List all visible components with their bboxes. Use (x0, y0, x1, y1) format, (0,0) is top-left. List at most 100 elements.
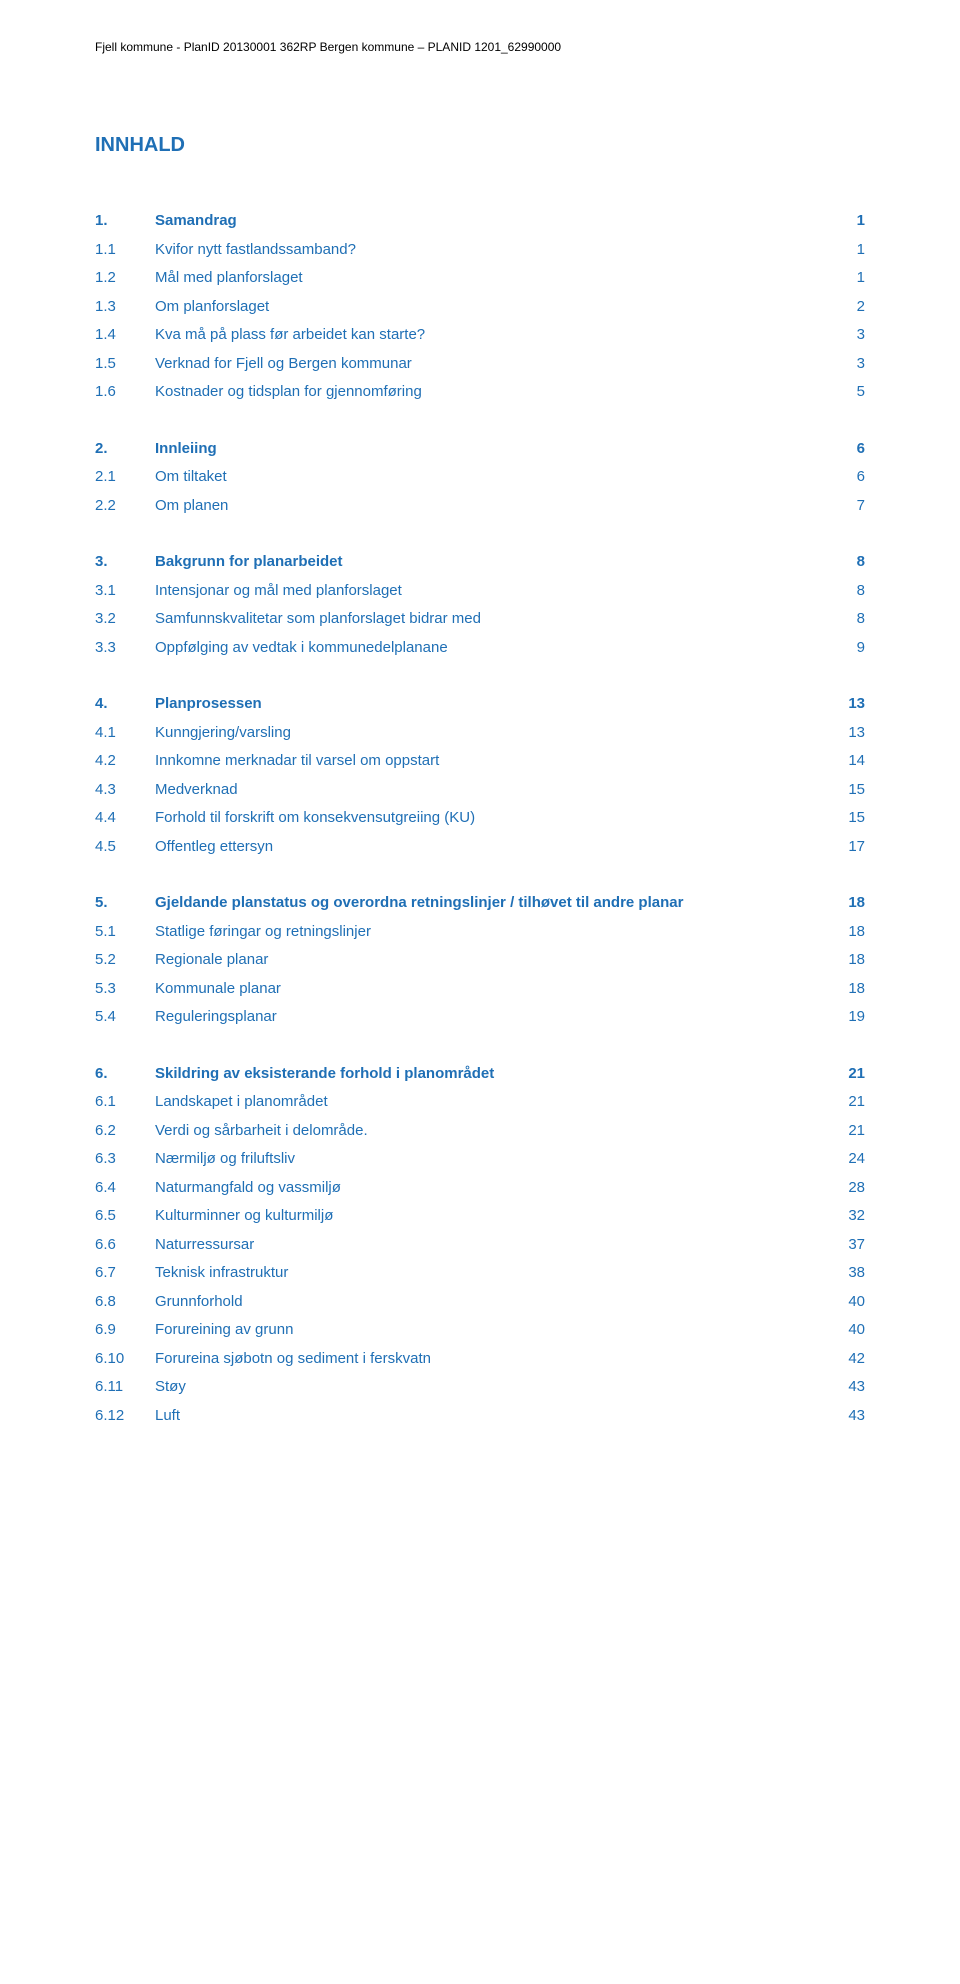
toc-page-number: 21 (815, 1088, 865, 1117)
toc-row: 4.1Kunngjering/varsling13 (95, 719, 865, 748)
toc-number: 1.4 (95, 321, 155, 350)
toc-row: 3.2Samfunnskvalitetar som planforslaget … (95, 605, 865, 634)
toc-number: 5.3 (95, 975, 155, 1004)
toc-label: Oppfølging av vedtak i kommunedelplanane (155, 634, 815, 663)
toc-page-number: 32 (815, 1202, 865, 1231)
toc-page-number: 5 (815, 378, 865, 407)
toc-label: Kostnader og tidsplan for gjennomføring (155, 378, 815, 407)
toc-number: 2. (95, 435, 155, 464)
toc-page-number: 15 (815, 776, 865, 805)
toc-label: Verknad for Fjell og Bergen kommunar (155, 350, 815, 379)
toc-number: 6.4 (95, 1174, 155, 1203)
toc-page-number: 7 (815, 492, 865, 521)
toc-number: 5.2 (95, 946, 155, 975)
toc-page-number: 6 (815, 435, 865, 464)
toc-label: Regionale planar (155, 946, 815, 975)
toc-number: 2.1 (95, 463, 155, 492)
toc-row: 5.Gjeldande planstatus og overordna retn… (95, 889, 865, 918)
toc-number: 3.1 (95, 577, 155, 606)
toc-number: 3. (95, 548, 155, 577)
toc-label: Innleiing (155, 435, 815, 464)
toc-label: Samandrag (155, 207, 815, 236)
toc-row: 4.5Offentleg ettersyn17 (95, 833, 865, 862)
toc-row: 5.4Reguleringsplanar19 (95, 1003, 865, 1032)
toc-label: Naturressursar (155, 1231, 815, 1260)
toc-row: 1.2Mål med planforslaget1 (95, 264, 865, 293)
toc-row: 1.5Verknad for Fjell og Bergen kommunar3 (95, 350, 865, 379)
toc-label: Forureina sjøbotn og sediment i ferskvat… (155, 1345, 815, 1374)
toc-number: 1.3 (95, 293, 155, 322)
toc-number: 3.3 (95, 634, 155, 663)
toc-page-number: 18 (815, 946, 865, 975)
toc-row: 4.2Innkomne merknadar til varsel om opps… (95, 747, 865, 776)
toc-page-number: 37 (815, 1231, 865, 1260)
toc-number: 6.2 (95, 1117, 155, 1146)
toc-number: 1.1 (95, 236, 155, 265)
toc-page-number: 13 (815, 690, 865, 719)
toc-row: 6.6Naturressursar37 (95, 1231, 865, 1260)
toc-label: Luft (155, 1402, 815, 1431)
toc-number: 6.6 (95, 1231, 155, 1260)
toc-number: 4.3 (95, 776, 155, 805)
toc-page-number: 8 (815, 548, 865, 577)
toc-row: 5.2Regionale planar18 (95, 946, 865, 975)
toc-label: Om tiltaket (155, 463, 815, 492)
toc-label: Samfunnskvalitetar som planforslaget bid… (155, 605, 815, 634)
toc-section: 5.Gjeldande planstatus og overordna retn… (95, 889, 865, 1032)
toc-page-number: 38 (815, 1259, 865, 1288)
page-title: INNHALD (95, 134, 865, 157)
toc-section: 4.Planprosessen134.1Kunngjering/varsling… (95, 690, 865, 861)
toc-row: 6.11Støy43 (95, 1373, 865, 1402)
toc-page-number: 17 (815, 833, 865, 862)
toc-section: 3.Bakgrunn for planarbeidet83.1Intensjon… (95, 548, 865, 662)
toc-number: 1.6 (95, 378, 155, 407)
toc-number: 6.10 (95, 1345, 155, 1374)
toc-page-number: 40 (815, 1316, 865, 1345)
toc-label: Gjeldande planstatus og overordna retnin… (155, 892, 815, 915)
page-header: Fjell kommune - PlanID 20130001 362RP Be… (95, 40, 865, 54)
toc-row: 4.4Forhold til forskrift om konsekvensut… (95, 804, 865, 833)
toc-label: Naturmangfald og vassmiljø (155, 1174, 815, 1203)
toc-page-number: 28 (815, 1174, 865, 1203)
toc-section: 1.Samandrag11.1Kvifor nytt fastlandssamb… (95, 207, 865, 407)
toc-number: 4.1 (95, 719, 155, 748)
toc-page-number: 14 (815, 747, 865, 776)
toc-label: Forureining av grunn (155, 1316, 815, 1345)
toc-label: Offentleg ettersyn (155, 833, 815, 862)
toc-page-number: 8 (815, 577, 865, 606)
toc-label: Kva må på plass før arbeidet kan starte? (155, 321, 815, 350)
toc-row: 6.8Grunnforhold40 (95, 1288, 865, 1317)
toc-row: 1.1Kvifor nytt fastlandssamband?1 (95, 236, 865, 265)
toc-label: Kommunale planar (155, 975, 815, 1004)
toc-page-number: 1 (815, 207, 865, 236)
toc-row: 1.Samandrag1 (95, 207, 865, 236)
toc-page-number: 3 (815, 350, 865, 379)
toc-page-number: 42 (815, 1345, 865, 1374)
toc-number: 6.7 (95, 1259, 155, 1288)
toc-page-number: 6 (815, 463, 865, 492)
toc-row: 5.3Kommunale planar18 (95, 975, 865, 1004)
toc-row: 4.3Medverknad15 (95, 776, 865, 805)
toc-row: 3.3Oppfølging av vedtak i kommunedelplan… (95, 634, 865, 663)
toc-page-number: 1 (815, 236, 865, 265)
toc-label: Landskapet i planområdet (155, 1088, 815, 1117)
toc-number: 4.5 (95, 833, 155, 862)
toc-label: Innkomne merknadar til varsel om oppstar… (155, 747, 815, 776)
toc-page-number: 8 (815, 605, 865, 634)
toc-number: 4.2 (95, 747, 155, 776)
toc-row: 1.3Om planforslaget2 (95, 293, 865, 322)
toc-label: Mål med planforslaget (155, 264, 815, 293)
toc-label: Reguleringsplanar (155, 1003, 815, 1032)
toc-page-number: 3 (815, 321, 865, 350)
toc-row: 6.Skildring av eksisterande forhold i pl… (95, 1060, 865, 1089)
toc-label: Planprosessen (155, 690, 815, 719)
toc-row: 3.Bakgrunn for planarbeidet8 (95, 548, 865, 577)
toc-page-number: 2 (815, 293, 865, 322)
toc-label: Medverknad (155, 776, 815, 805)
toc-page-number: 24 (815, 1145, 865, 1174)
toc-label: Statlige føringar og retningslinjer (155, 918, 815, 947)
toc-label: Om planforslaget (155, 293, 815, 322)
toc-label: Forhold til forskrift om konsekvensutgre… (155, 804, 815, 833)
toc-number: 1.2 (95, 264, 155, 293)
toc-row: 4.Planprosessen13 (95, 690, 865, 719)
